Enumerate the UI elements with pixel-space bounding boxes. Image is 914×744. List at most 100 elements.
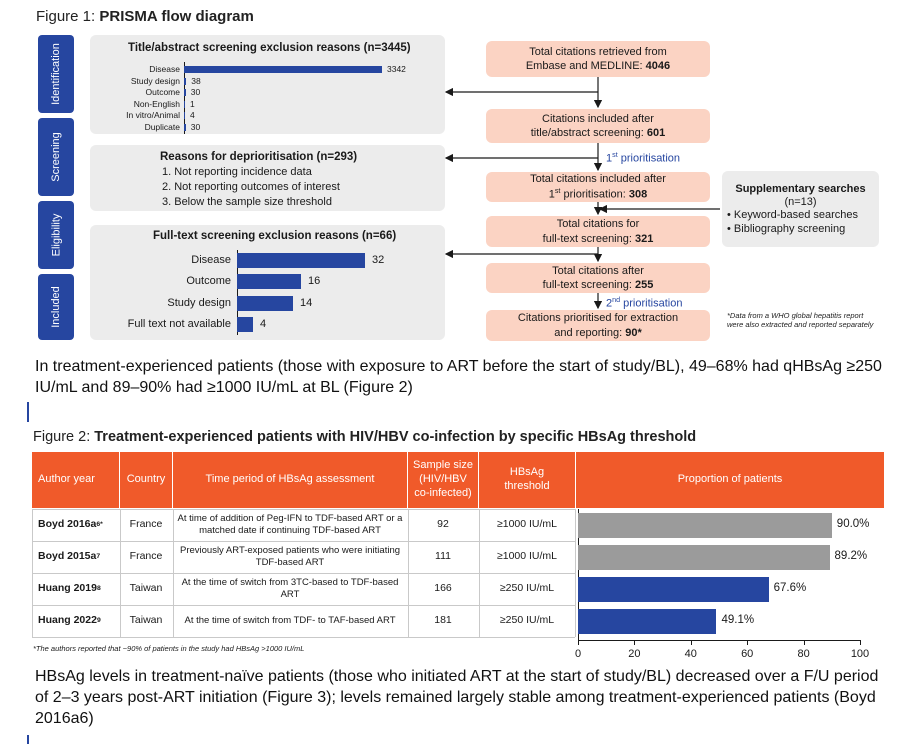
figure1-title-bold: PRISMA flow diagram [99,8,254,25]
tiab-bar-label: Duplicate [144,122,180,132]
stage-included: Included [38,274,74,340]
prior-num: 2 [606,297,613,310]
flow-count: 90* [625,326,642,339]
supplementary-title: Supplementary searches [735,183,866,195]
fulltext-bar-value: 14 [300,296,313,309]
author-ref: 8 [96,584,101,592]
flow-box-first-prioritisation: Total citations included after 1st prior… [486,172,710,202]
flow-text: title/abstract screening: 601 [486,126,710,140]
flow-count: 4046 [645,60,671,72]
prior-text: prioritisation [620,297,683,310]
flow-box-retrieved: Total citations retrieved from Embase an… [486,41,710,77]
table-cell-threshold: ≥1000 IU/mL [496,518,558,531]
flow-text: Citations prioritised for extraction [517,312,679,325]
chart-tick-label: 60 [741,648,754,660]
prior-num: 1 [606,152,613,165]
tiab-bar [184,66,382,73]
tiab-axis [184,62,185,134]
section-marker [27,402,29,422]
table-cell-author: Huang 2022 9 [34,605,119,637]
prior-sup: nd [612,296,621,304]
fulltext-bar-value: 16 [308,275,321,288]
chart-tick-label: 80 [797,648,810,660]
flow-count: 321 [634,232,654,245]
fulltext-axis [237,250,238,336]
col-header-threshold: HBsAg threshold [479,452,575,508]
author-ref: 7 [96,552,101,560]
table-cell-author: Boyd 2015a 7 [34,541,119,573]
supplementary-item-text: Keyword-based searches [733,209,859,221]
figure2-title-bold: Treatment-experienced patients with HIV/… [94,429,697,445]
tiab-bar [184,77,187,85]
flow-count: 308 [628,188,648,201]
figure2-title: Figure 2: Treatment-experienced patients… [33,429,696,445]
flow-text-part: title/abstract screening: [530,127,647,139]
supplementary-searches-box: Supplementary searches (n=13) • Keyword-… [722,171,879,247]
table-cell-period: Previously ART-exposed patients who were… [179,545,401,568]
chart-x-axis [578,640,860,641]
fulltext-bar [237,274,301,290]
fulltext-bar [237,253,365,268]
tiab-bar-label: Outcome [145,87,181,98]
fulltext-bar-value: 32 [372,254,385,266]
depriority-panel-title: Reasons for deprioritisation (n=293) [160,151,358,163]
fulltext-bar-label: Study design [167,296,231,309]
stage-identification: Identification [38,35,74,113]
table-cell-country: Taiwan [129,614,163,627]
chart-tick-mark [860,640,861,645]
flow-text: Total citations retrieved from [529,45,667,58]
table-cell-threshold: ≥250 IU/mL [499,614,555,627]
chart-tick-mark [690,640,692,645]
author-name: Huang 2022 [38,614,97,627]
proportion-bar [578,577,769,602]
chart-y-axis [578,509,579,640]
flow-text: 1st prioritisation: 308 [486,187,710,202]
fulltext-bar-label: Full text not available [127,317,231,330]
table-row-line [32,605,575,606]
flow-text-part: and reporting: [554,326,626,339]
table-cell-sample: 181 [434,614,452,627]
stage-eligibility: Eligibility [38,201,74,269]
flow-text: and reporting: 90* [486,326,710,340]
tiab-bar [184,100,185,108]
tiab-bar-value: 3342 [387,64,406,74]
depriority-reason: 1. Not reporting incidence data [162,166,312,178]
author-name: Huang 2019 [38,582,97,595]
prior-text: prioritisation [617,152,681,165]
paragraph-treatment-experienced: In treatment-experienced patients (those… [35,358,882,397]
proportion-bar [578,545,830,570]
fulltext-bar-label: Disease [191,254,231,266]
table-cell-country: France [129,550,163,563]
table-cell-sample: 111 [435,550,451,563]
fulltext-bar [237,316,253,332]
fulltext-bar-label: Outcome [186,275,231,288]
flow-sup: st [554,186,561,195]
prior-sup: st [612,151,618,159]
chart-tick-label: 20 [628,648,641,660]
table-cell-author: Huang 2019 8 [34,573,119,605]
supplementary-item: • Keyword-based searches [727,209,859,221]
table-column-line [575,509,576,637]
fulltext-bar [237,295,293,311]
proportion-value-label: 49.1% [721,614,755,626]
tiab-bar-value: 4 [190,110,195,121]
flow-text: Total citations for [556,218,640,231]
table-cell-threshold: ≥1000 IU/mL [496,550,558,563]
paragraph-treatment-naive: HBsAg levels in treatment-naïve patients… [35,668,879,728]
proportion-bar [578,513,832,538]
table-cell-threshold: ≥250 IU/mL [499,582,555,595]
proportion-bar [578,609,717,634]
col-header-author: Author year [32,452,119,508]
figure1-title: Figure 1: PRISMA flow diagram [36,8,254,25]
chart-tick-mark [803,640,805,645]
supplementary-item: • Bibliography screening [727,223,846,235]
chart-tick-mark [634,640,636,645]
tiab-bar [184,112,185,120]
fulltext-panel-title: Full-text screening exclusion reasons (n… [153,230,397,242]
depriority-reason: 3. Below the sample size threshold [162,196,332,208]
tiab-bar-value: 38 [191,75,201,86]
flow-text-part: 1 [548,188,555,201]
tiab-bar [184,89,186,97]
table-cell-country: Taiwan [129,582,163,595]
supplementary-count: (n=13) [784,196,817,208]
